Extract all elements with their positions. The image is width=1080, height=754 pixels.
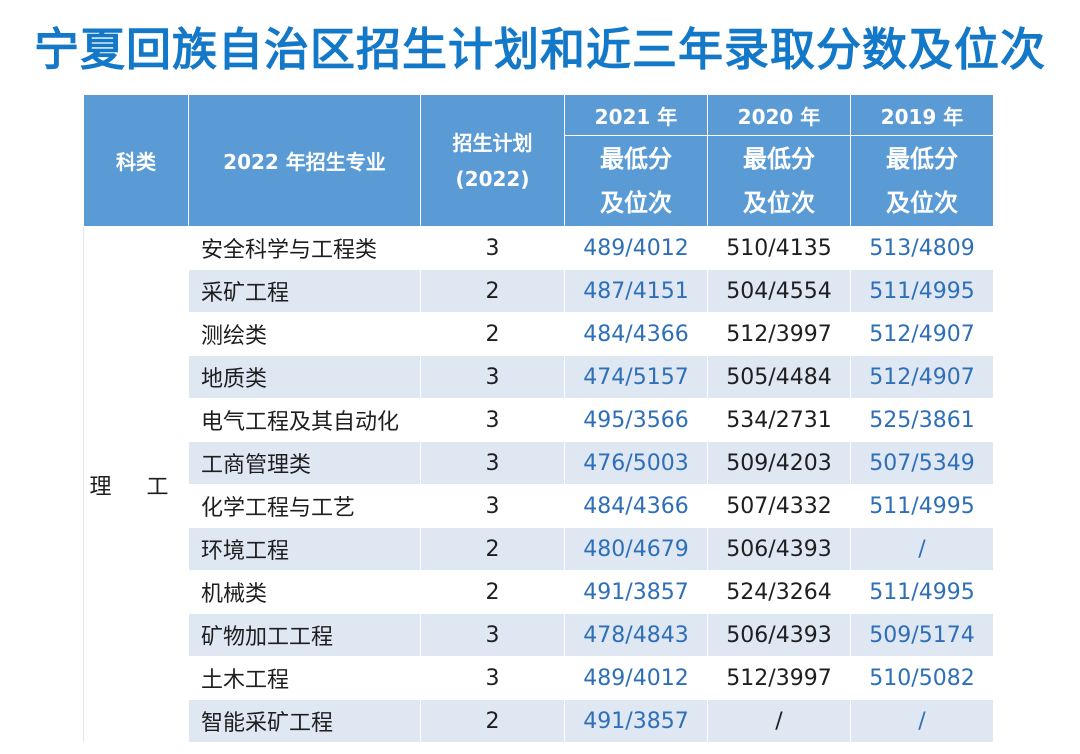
score-2020-cell: 534/2731 [707, 398, 851, 442]
score-2019-cell: 507/5349 [850, 441, 994, 485]
score-2021-cell: 487/4151 [564, 269, 708, 313]
major-cell: 安全科学与工程类 [188, 226, 421, 270]
score-2020-cell: 512/3997 [707, 656, 851, 700]
score-2019-cell: 511/4995 [850, 484, 994, 528]
header-min-score-2021: 最低分 及位次 [564, 135, 708, 227]
major-cell: 智能采矿工程 [188, 699, 421, 743]
header-plan: 招生计划 (2022) [420, 94, 565, 227]
table-row: 矿物加工工程 3 478/4843 506/4393 509/5174 [84, 613, 994, 657]
plan-cell: 3 [420, 441, 565, 485]
score-2020-cell: 509/4203 [707, 441, 851, 485]
score-2021-cell: 484/4366 [564, 484, 708, 528]
score-2020-cell: 506/4393 [707, 527, 851, 571]
major-cell: 地质类 [188, 355, 421, 399]
score-2020-cell: 512/3997 [707, 312, 851, 356]
header-sub-line2: 及位次 [743, 189, 815, 217]
header-sub-line1: 最低分 [600, 145, 672, 173]
page-title: 宁夏回族自治区招生计划和近三年录取分数及位次 [33, 23, 1046, 76]
header-category: 科类 [83, 94, 189, 227]
table-row: 机械类 2 491/3857 524/3264 511/4995 [84, 570, 994, 614]
header-major: 2022 年招生专业 [188, 94, 421, 227]
header-plan-line2: (2022) [455, 166, 530, 191]
table-row: 智能采矿工程 2 491/3857// [84, 699, 994, 743]
score-2019-cell: / [850, 527, 994, 571]
score-2021-cell: 489/4012 [564, 656, 708, 700]
score-2021-cell: 474/5157 [564, 355, 708, 399]
table-row: 工商管理类 3 476/5003 509/4203 507/5349 [84, 441, 994, 485]
score-2019-cell: 510/5082 [850, 656, 994, 700]
header-sub-line1: 最低分 [743, 145, 815, 173]
table-row: 地质类 3 474/5157 505/4484 512/4907 [84, 355, 994, 399]
score-2020-cell: 510/4135 [707, 226, 851, 270]
score-2020-cell: 505/4484 [707, 355, 851, 399]
score-2021-cell: 480/4679 [564, 527, 708, 571]
plan-cell: 3 [420, 226, 565, 270]
table-row: 化学工程与工艺 3 484/4366 507/4332 511/4995 [84, 484, 994, 528]
score-2020-cell: 506/4393 [707, 613, 851, 657]
score-2019-cell: 513/4809 [850, 226, 994, 270]
major-cell: 化学工程与工艺 [188, 484, 421, 528]
plan-cell: 3 [420, 484, 565, 528]
header-min-score-2019: 最低分 及位次 [850, 135, 994, 227]
major-cell: 土木工程 [188, 656, 421, 700]
score-2020-cell: 507/4332 [707, 484, 851, 528]
plan-cell: 3 [420, 355, 565, 399]
score-2019-cell: 525/3861 [850, 398, 994, 442]
score-2019-cell: 509/5174 [850, 613, 994, 657]
score-2020-cell: 524/3264 [707, 570, 851, 614]
plan-cell: 3 [420, 613, 565, 657]
header-min-score-2020: 最低分 及位次 [707, 135, 851, 227]
plan-cell: 2 [420, 269, 565, 313]
score-2019-cell: / [850, 699, 994, 743]
score-2021-cell: 476/5003 [564, 441, 708, 485]
score-2021-cell: 495/3566 [564, 398, 708, 442]
major-cell: 工商管理类 [188, 441, 421, 485]
plan-cell: 3 [420, 398, 565, 442]
major-cell: 测绘类 [188, 312, 421, 356]
score-2019-cell: 511/4995 [850, 269, 994, 313]
plan-cell: 2 [420, 699, 565, 743]
score-2020-cell: / [707, 699, 851, 743]
score-2020-cell: 504/4554 [707, 269, 851, 313]
table-row: 环境工程 2 480/4679 506/4393/ [84, 527, 994, 571]
header-year-2020: 2020 年 [707, 94, 851, 136]
table-row: 电气工程及其自动化 3 495/3566 534/2731 525/3861 [84, 398, 994, 442]
score-2019-cell: 512/4907 [850, 355, 994, 399]
plan-cell: 2 [420, 570, 565, 614]
header-year-2021: 2021 年 [564, 94, 708, 136]
score-2019-cell: 511/4995 [850, 570, 994, 614]
table-row: 理 工安全科学与工程类 3 489/4012 510/4135 513/4809 [83, 226, 994, 743]
header-plan-line1: 招生计划 [452, 130, 533, 155]
table-body: 理 工安全科学与工程类 3 489/4012 510/4135 513/4809 采矿工程… [83, 226, 994, 743]
plan-cell: 3 [420, 656, 565, 700]
major-cell: 环境工程 [188, 527, 421, 571]
score-2021-cell: 478/4843 [564, 613, 708, 657]
header-year-2019: 2019 年 [850, 94, 994, 136]
major-cell: 电气工程及其自动化 [188, 398, 421, 442]
table-row: 采矿工程 2 487/4151 504/4554 511/4995 [84, 269, 994, 313]
score-2021-cell: 491/3857 [564, 570, 708, 614]
category-cell: 理 工 [83, 226, 189, 743]
table-row: 土木工程 3 489/4012 512/3997 510/5082 [84, 656, 994, 700]
score-2021-cell: 491/3857 [564, 699, 708, 743]
header-sub-line2: 及位次 [886, 189, 958, 217]
header-sub-line2: 及位次 [600, 189, 672, 217]
header-sub-line1: 最低分 [886, 145, 958, 173]
major-cell: 机械类 [188, 570, 421, 614]
major-cell: 矿物加工工程 [188, 613, 421, 657]
score-2021-cell: 484/4366 [564, 312, 708, 356]
admission-score-table: 科类 2022 年招生专业 招生计划 (2022) 2021 年 2020 年 … [83, 94, 994, 743]
table-row: 测绘类 2 484/4366 512/3997 512/4907 [84, 312, 994, 356]
plan-cell: 2 [420, 312, 565, 356]
score-2019-cell: 512/4907 [850, 312, 994, 356]
major-cell: 采矿工程 [188, 269, 421, 313]
score-2021-cell: 489/4012 [564, 226, 708, 270]
plan-cell: 2 [420, 527, 565, 571]
